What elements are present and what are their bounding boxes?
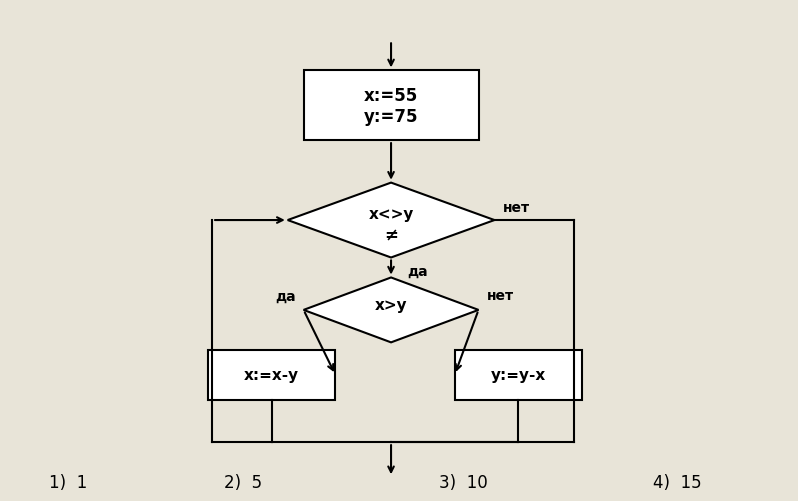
Text: 3)  10: 3) 10 [439,473,488,491]
Text: x:=55
y:=75: x:=55 y:=75 [364,87,418,125]
Text: да: да [407,264,428,278]
FancyBboxPatch shape [455,350,582,400]
Text: нет: нет [503,201,530,214]
Text: 4)  15: 4) 15 [654,473,702,491]
Text: 2)  5: 2) 5 [224,473,263,491]
Text: 1)  1: 1) 1 [49,473,87,491]
Text: x>y: x>y [375,297,407,312]
Text: y:=y-x: y:=y-x [491,368,546,383]
FancyBboxPatch shape [303,71,479,141]
Polygon shape [287,183,495,258]
FancyBboxPatch shape [208,350,335,400]
Text: да: да [275,289,295,303]
Text: x<>y: x<>y [369,206,413,221]
Text: ≠: ≠ [384,226,398,244]
Text: x:=x-y: x:=x-y [244,368,299,383]
Polygon shape [303,278,479,343]
Text: нет: нет [487,289,514,303]
